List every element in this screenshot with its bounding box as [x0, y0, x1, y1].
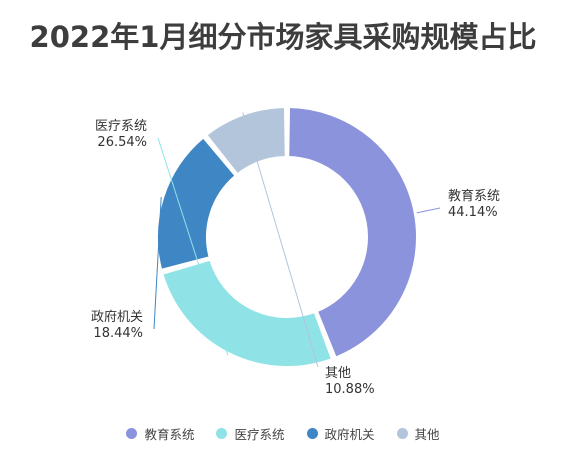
slice-education[interactable] [287, 106, 418, 359]
data-label-name-other: 其他 [325, 366, 351, 381]
slice-other[interactable] [205, 106, 287, 176]
leader-line-education [416, 207, 441, 214]
data-label-name-medical: 医疗系统 [95, 119, 147, 134]
legend-label-medical: 医疗系统 [234, 427, 285, 442]
leader-line-other [242, 112, 319, 368]
data-label-value-medical: 26.54% [97, 135, 147, 150]
chart-title: 2022年1月细分市场家具采购规模占比 [29, 20, 537, 54]
legend-item-other[interactable]: 其他 [396, 424, 440, 443]
leader-line-government [153, 196, 162, 330]
legend-item-medical[interactable]: 医疗系统 [216, 424, 285, 443]
leader-line-medical [157, 137, 229, 356]
legend-marker-government [306, 428, 318, 439]
legend-marker-other [396, 428, 408, 439]
data-label-name-education: 教育系统 [448, 188, 500, 204]
data-label-value-education: 44.14% [448, 205, 498, 220]
legend-item-government[interactable]: 政府机关 [306, 424, 375, 443]
legend-label-government: 政府机关 [324, 427, 375, 442]
legend-label-other: 其他 [414, 427, 440, 442]
slice-government[interactable] [156, 136, 237, 271]
chart-legend: 教育系统 医疗系统 政府机关 其他 [0, 424, 566, 443]
data-label-value-other: 10.88% [325, 382, 375, 397]
data-label-value-government: 18.44% [93, 326, 143, 341]
legend-item-education[interactable]: 教育系统 [126, 424, 194, 443]
legend-label-education: 教育系统 [144, 427, 195, 442]
slice-medical[interactable] [161, 258, 333, 368]
data-label-name-government: 政府机关 [91, 310, 143, 325]
legend-marker-medical [216, 428, 228, 439]
legend-marker-education [126, 428, 138, 439]
